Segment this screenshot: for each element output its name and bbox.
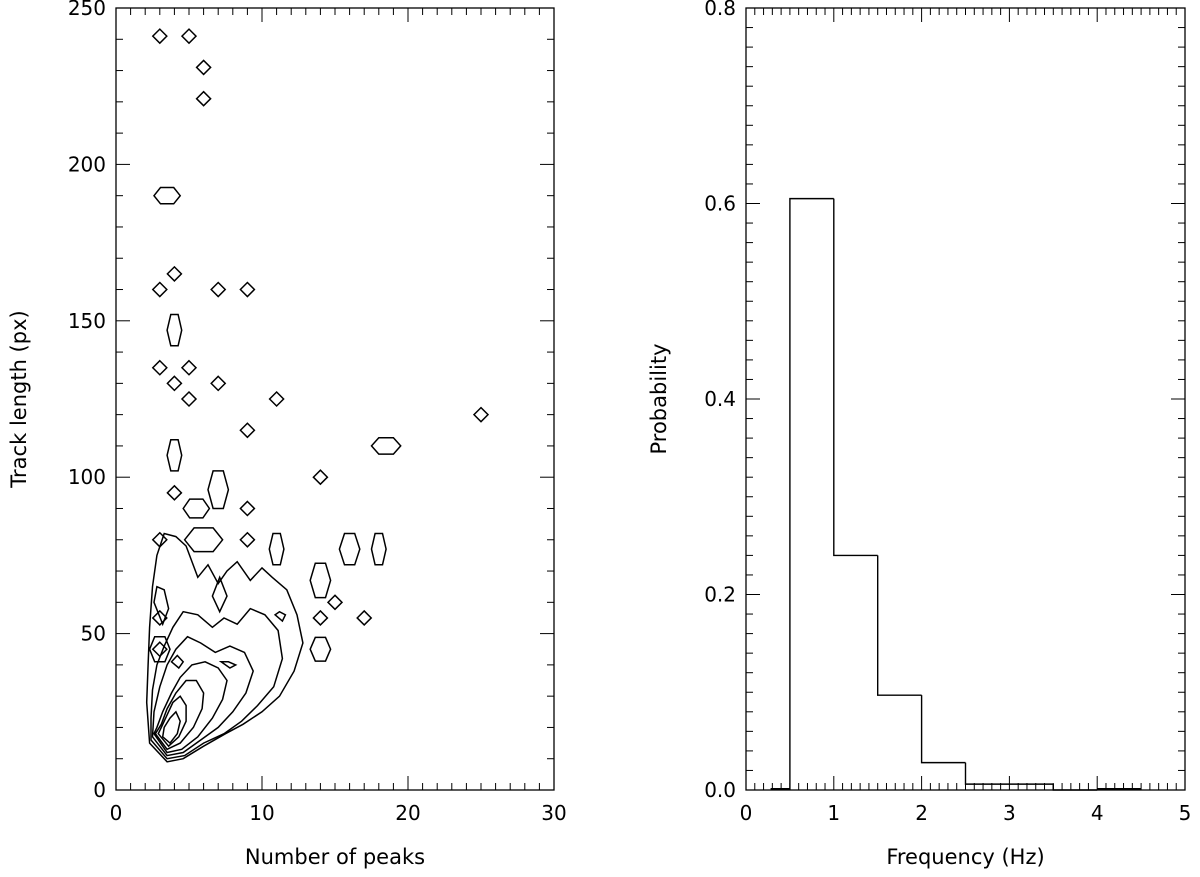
diamond-point	[312, 609, 329, 627]
diamond-point	[180, 28, 198, 45]
diamond-point	[356, 609, 373, 627]
diamond-point	[312, 469, 329, 486]
diamond-point	[151, 28, 168, 45]
x-tick-label: 30	[541, 801, 566, 825]
contour-island	[309, 636, 332, 662]
contour-island	[148, 635, 171, 663]
y-tick-label: 0.8	[704, 0, 736, 20]
diamond-point	[195, 90, 212, 107]
y-tick-label: 0.0	[704, 778, 736, 802]
y-axis-title: Probability	[647, 343, 671, 454]
y-tick-label: 200	[68, 152, 106, 176]
contour-line	[211, 575, 228, 614]
x-tick-label: 10	[249, 801, 274, 825]
diamond-point	[166, 265, 183, 282]
x-tick-label: 5	[1179, 801, 1192, 825]
diamond-point	[151, 609, 168, 627]
y-tick-label: 100	[68, 465, 106, 489]
contour-island	[370, 437, 402, 455]
contour-island	[166, 438, 183, 472]
diamond-point	[166, 484, 183, 501]
x-tick-label: 3	[1003, 801, 1016, 825]
axis-ticks	[745, 7, 1186, 791]
axis-ticks	[115, 7, 555, 791]
contour-line	[153, 585, 170, 627]
diamond-point	[268, 390, 285, 408]
x-axis-title: Number of peaks	[245, 845, 425, 869]
x-tick-label: 0	[110, 801, 123, 825]
contour-island	[153, 186, 182, 205]
y-tick-label: 0.6	[704, 192, 736, 216]
x-axis-title: Frequency (Hz)	[886, 845, 1044, 869]
diamond-point	[151, 641, 168, 658]
diamond-point	[239, 422, 256, 439]
contour-line	[157, 695, 187, 748]
y-axis-title: Track length (px)	[7, 310, 31, 488]
y-tick-label: 150	[68, 309, 106, 333]
y-tick-label: 0	[93, 778, 106, 802]
contour-line	[154, 679, 205, 751]
contour-line	[273, 610, 287, 623]
contour-island	[338, 532, 361, 566]
contour-line	[161, 710, 181, 745]
contour-marks	[145, 28, 490, 763]
diamond-point	[195, 59, 212, 76]
x-tick-label: 4	[1091, 801, 1104, 825]
histogram-bar	[833, 198, 878, 557]
histogram-bar	[877, 555, 922, 696]
contour-line	[218, 661, 238, 669]
contour-line	[150, 607, 284, 760]
contour-island	[268, 532, 285, 566]
x-tick-label: 0	[740, 801, 753, 825]
histogram-bar	[789, 197, 834, 790]
diamond-point	[210, 281, 227, 298]
x-tick-label: 1	[827, 801, 840, 825]
y-tick-label: 0.2	[704, 583, 736, 607]
y-tick-label: 0.4	[704, 387, 736, 411]
histogram-bar	[920, 695, 966, 764]
contour-island	[207, 470, 230, 510]
y-tick-label: 250	[68, 0, 106, 20]
contour-line	[170, 654, 185, 670]
contour-island	[182, 498, 211, 519]
contour-island	[309, 562, 332, 599]
contour-island	[166, 313, 183, 347]
diamond-point	[151, 359, 168, 376]
axes-frame	[745, 7, 1186, 791]
y-tick-label: 50	[81, 622, 106, 646]
diamond-point	[239, 281, 256, 298]
contour-line	[151, 635, 255, 757]
diamond-point	[210, 375, 227, 392]
contour-island	[370, 532, 387, 566]
x-tick-label: 20	[395, 801, 420, 825]
diamond-point	[151, 281, 168, 298]
contour-line	[153, 661, 228, 754]
contour-island	[183, 527, 224, 553]
diamond-point	[472, 406, 490, 423]
plot-border	[745, 7, 1186, 791]
histogram-bar	[1052, 784, 1098, 791]
diamond-point	[239, 531, 256, 548]
x-tick-label: 2	[915, 801, 928, 825]
diamond-point	[239, 500, 256, 517]
histogram-marks	[770, 197, 1142, 791]
contour-line	[145, 532, 304, 763]
diamond-point	[180, 359, 198, 376]
diamond-point	[166, 375, 183, 392]
diamond-point	[180, 390, 198, 408]
histogram-bar	[964, 762, 1010, 785]
diamond-point	[151, 531, 168, 548]
histogram-panel: 0 1 2 3 4 5 0.0 0.2 0.4 0.6 0.8 Frequency (Hz) Proba…	[647, 0, 1191, 869]
contour-panel: 0 10 20 30 0 50 100 150 200 250 Number of peaks Tra…	[7, 0, 567, 869]
diamond-point	[326, 594, 344, 611]
